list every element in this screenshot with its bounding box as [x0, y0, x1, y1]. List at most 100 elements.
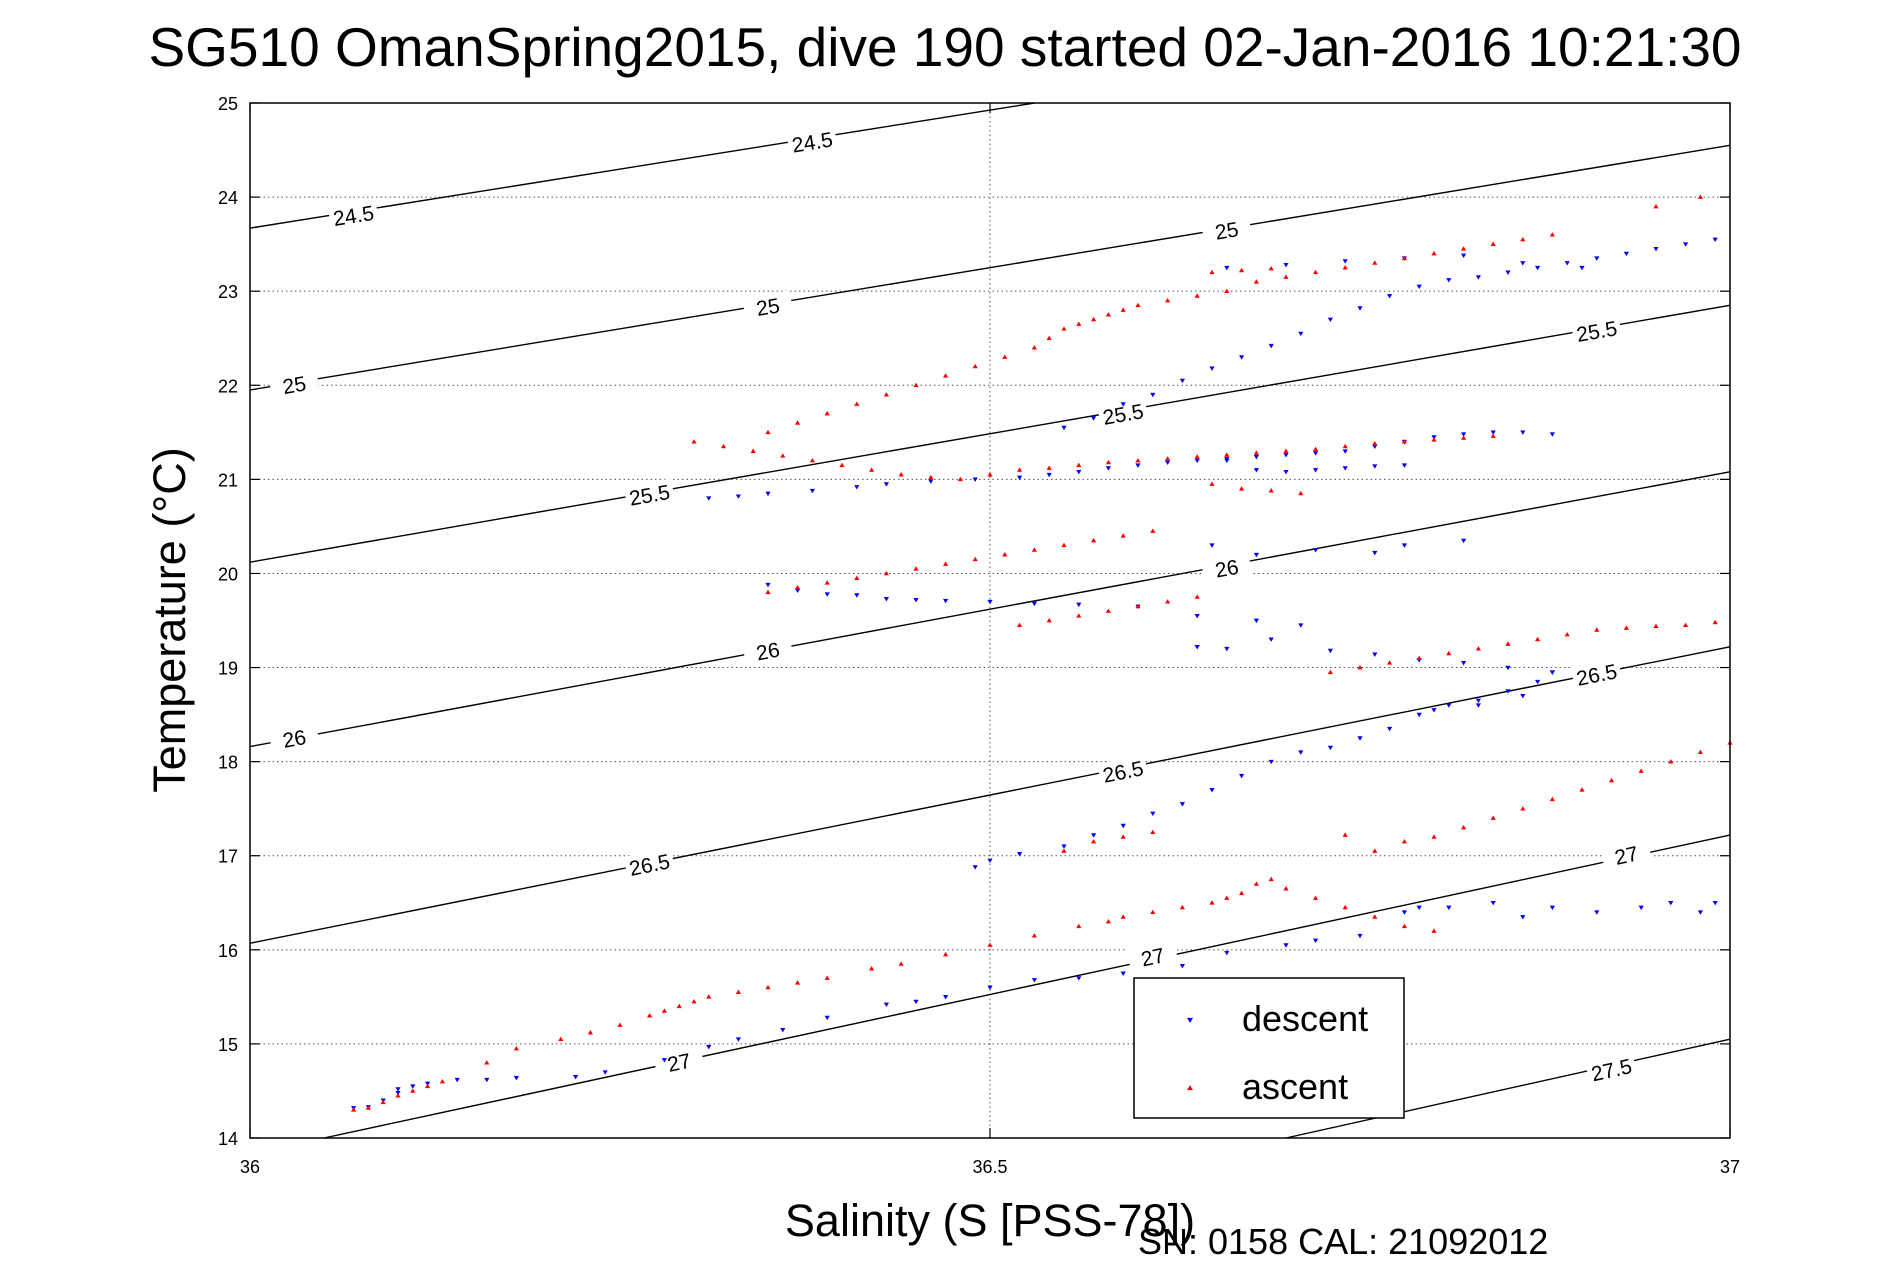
descent-point: [1387, 726, 1393, 732]
descent-point: [987, 985, 993, 991]
descent-point: [1194, 645, 1200, 650]
ascent-point: [1224, 288, 1230, 294]
contour-label-background: [623, 478, 676, 511]
ascent-point: [1683, 622, 1689, 628]
descent-point: [1283, 470, 1289, 475]
descent-point: [1490, 900, 1496, 906]
ascent-point: [1076, 923, 1082, 929]
contour-label: 26: [281, 726, 308, 753]
ascent-point: [795, 980, 801, 985]
ascent-point: [972, 556, 978, 562]
ascent-point: [1076, 321, 1082, 326]
descent-point: [1461, 538, 1467, 544]
descent-point: [1268, 343, 1274, 349]
ascent-point: [1401, 839, 1407, 844]
ascent-point: [1239, 890, 1245, 896]
ascent-point: [765, 429, 771, 435]
descent-point: [972, 865, 978, 870]
ascent-point: [1594, 627, 1600, 632]
descent-point: [1031, 978, 1037, 983]
descent-point: [1327, 745, 1333, 751]
descent-point: [1712, 900, 1718, 906]
descent-point: [1268, 759, 1274, 765]
ascent-point: [898, 472, 904, 477]
ascent-point: [365, 1105, 371, 1110]
descent-point: [1623, 251, 1629, 257]
contour-label-background: [1570, 657, 1623, 691]
descent-point: [1239, 773, 1245, 779]
descent-point: [883, 1002, 889, 1007]
contour-label-background: [1097, 754, 1149, 788]
ascent-point: [869, 467, 875, 472]
ascent-point: [795, 420, 801, 425]
ascent-point: [706, 994, 712, 999]
descent-point: [1505, 665, 1511, 671]
descent-point: [1416, 905, 1422, 911]
contour-label: 25: [755, 294, 782, 321]
ascent-point: [1283, 886, 1289, 891]
descent-point: [1697, 910, 1703, 915]
ascent-point: [721, 443, 727, 449]
data-points: [351, 194, 1733, 1112]
ascent-point: [1105, 918, 1111, 924]
descent-point: [1387, 294, 1393, 299]
ascent-point: [1653, 203, 1659, 209]
descent-point: [1224, 265, 1230, 271]
descent-point: [1401, 910, 1407, 915]
descent-point: [1091, 833, 1097, 838]
ascent-point: [1120, 834, 1126, 839]
descent-point: [410, 1084, 416, 1089]
descent-point: [943, 995, 949, 1000]
descent-point: [1357, 933, 1363, 939]
descent-point: [1475, 698, 1481, 704]
ascent-point: [1105, 608, 1111, 613]
contour-label: 27: [1613, 843, 1641, 870]
descent-point: [1342, 449, 1348, 454]
descent-point: [1416, 712, 1422, 718]
ascent-point: [1697, 194, 1703, 199]
ascent-point: [1283, 274, 1289, 279]
ascent-point: [1253, 881, 1259, 886]
ascent-point: [1061, 542, 1067, 548]
y-tick-label: 23: [218, 282, 238, 302]
density-contour-line: [249, 144, 1731, 391]
ascent-point: [617, 1022, 623, 1027]
descent-point: [1549, 905, 1555, 911]
descent-point: [780, 1027, 786, 1033]
ascent-point: [1150, 829, 1156, 835]
contour-label-background: [742, 634, 794, 667]
ascent-point: [1224, 452, 1230, 457]
ascent-point: [735, 989, 741, 994]
descent-point: [1283, 943, 1289, 948]
ascent-point: [1017, 467, 1023, 472]
density-contour-line: [249, 471, 1731, 748]
ascent-point: [1357, 664, 1363, 670]
ascent-point: [1372, 441, 1378, 446]
ascent-point: [1194, 454, 1200, 459]
ascent-point: [1076, 613, 1082, 618]
ascent-point: [484, 1060, 490, 1065]
descent-point: [1313, 468, 1319, 473]
y-tick-label: 21: [218, 470, 238, 490]
descent-point: [1194, 458, 1200, 464]
descent-point: [1372, 550, 1378, 556]
descent-point: [1313, 548, 1319, 553]
descent-point: [1224, 950, 1230, 956]
descent-point: [1357, 736, 1363, 741]
descent-point: [1268, 637, 1274, 642]
ascent-point: [1209, 900, 1215, 905]
ascent-point: [1416, 655, 1422, 660]
ascent-point: [869, 966, 875, 971]
descent-point: [1401, 543, 1407, 548]
ascent-point: [1002, 552, 1008, 557]
ascent-point: [1401, 923, 1407, 929]
descent-point: [1283, 263, 1289, 268]
descent-point: [1401, 463, 1407, 468]
descent-point: [735, 494, 741, 499]
descent-point: [765, 491, 771, 497]
ascent-point: [1490, 241, 1496, 246]
ascent-point: [839, 462, 845, 468]
ascent-point: [647, 1013, 653, 1018]
descent-point: [1461, 432, 1467, 437]
